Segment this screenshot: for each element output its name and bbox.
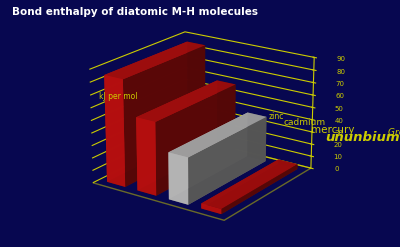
Text: Bond enthalpy of diatomic M-H molecules: Bond enthalpy of diatomic M-H molecules — [12, 7, 258, 17]
